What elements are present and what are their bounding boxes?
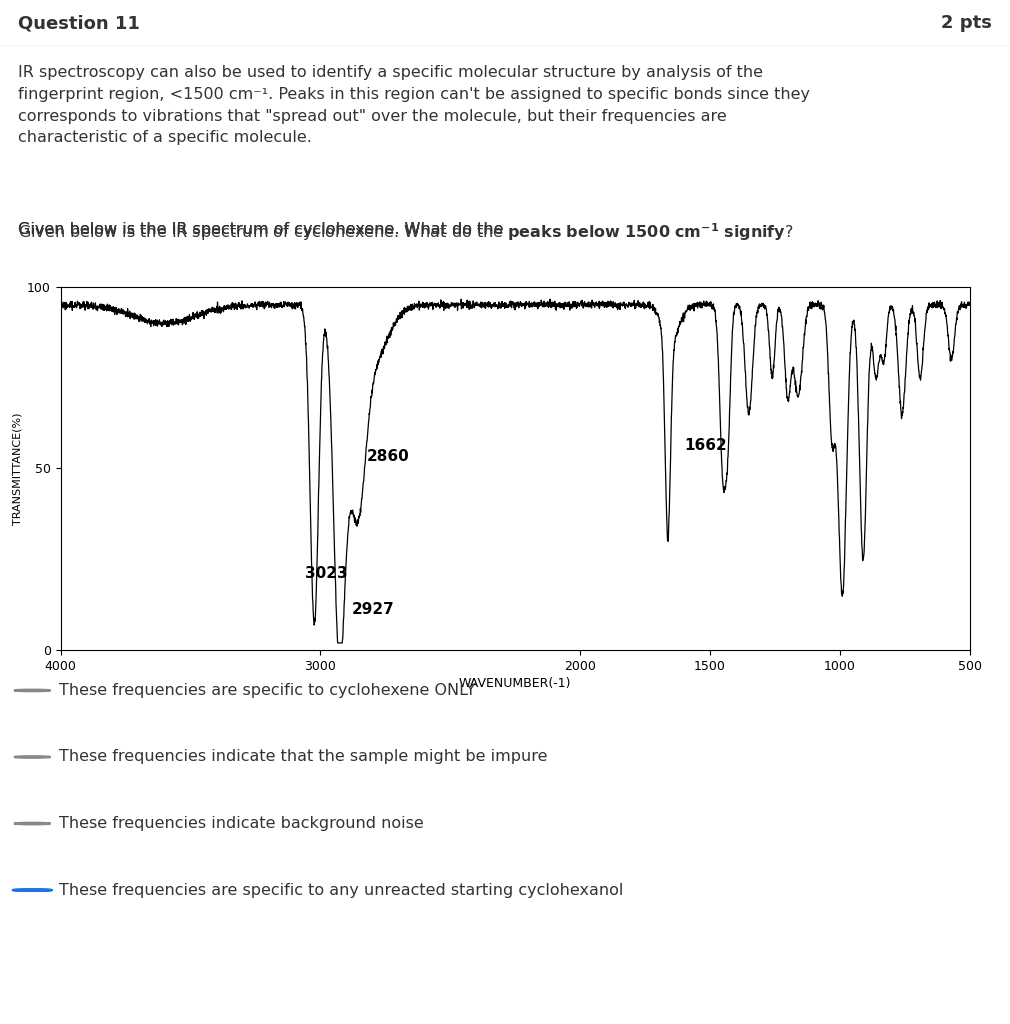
- Text: 1662: 1662: [684, 438, 726, 454]
- Text: These frequencies are specific to cyclohexene ONLY: These frequencies are specific to cycloh…: [59, 683, 475, 698]
- Text: These frequencies are specific to any unreacted starting cyclohexanol: These frequencies are specific to any un…: [59, 883, 623, 898]
- Text: Given below is the IR spectrum of cyclohexene. What do the ​peaks below 1500 cm⁻: Given below is the IR spectrum of cycloh…: [18, 222, 766, 237]
- Text: Given below is the IR spectrum of cyclohexene. What do the peaks below 1500 cm⁻¹: Given below is the IR spectrum of cycloh…: [18, 222, 766, 237]
- Text: 2860: 2860: [367, 450, 410, 464]
- Text: Given below is the IR spectrum of cyclohexene. What do the $\bf{peaks\ below\ 15: Given below is the IR spectrum of cycloh…: [18, 222, 794, 244]
- Y-axis label: TRANSMITTANCE(%): TRANSMITTANCE(%): [13, 413, 23, 524]
- X-axis label: WAVENUMBER(-1): WAVENUMBER(-1): [459, 677, 572, 690]
- Circle shape: [14, 889, 51, 891]
- Text: IR spectroscopy can also be used to identify a specific molecular structure by a: IR spectroscopy can also be used to iden…: [18, 66, 810, 145]
- Text: Question 11: Question 11: [18, 14, 140, 32]
- Text: 2927: 2927: [351, 602, 394, 616]
- Text: 3023: 3023: [305, 565, 347, 581]
- Text: Given below is the IR spectrum of cyclohexene. What do the: Given below is the IR spectrum of cycloh…: [18, 222, 509, 237]
- Text: 2 pts: 2 pts: [941, 14, 992, 32]
- Text: These frequencies indicate that the sample might be impure: These frequencies indicate that the samp…: [59, 750, 547, 765]
- Text: These frequencies indicate background noise: These frequencies indicate background no…: [59, 816, 423, 831]
- Text: Given below is the IR spectrum of cyclohexene. What do the: Given below is the IR spectrum of cycloh…: [18, 222, 509, 237]
